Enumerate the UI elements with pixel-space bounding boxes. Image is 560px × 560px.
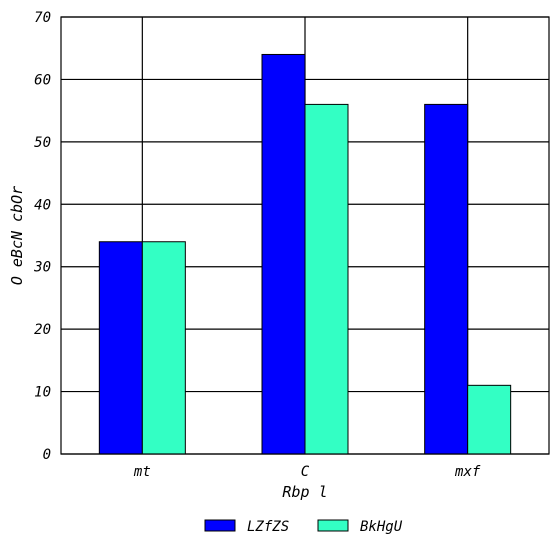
bar-LZfZS-mxf (424, 103, 469, 455)
y-tick-label: 50 (34, 135, 51, 151)
bar-BkHgU-mxf (467, 384, 512, 455)
y-tick-label: 40 (34, 197, 51, 213)
bar-layer (98, 53, 512, 455)
bar-BkHgU-C (304, 103, 349, 455)
plot-frame (60, 16, 550, 455)
x-tick-label: mt (133, 464, 151, 480)
y-tick-label: 10 (34, 385, 51, 401)
bar-LZfZS-C (261, 53, 306, 455)
y-tick-label: 0 (43, 447, 51, 463)
legend-swatch-BkHgU (317, 519, 349, 532)
legend-swatch-LZfZS (204, 519, 236, 532)
legend-label-BkHgU: BkHgU (360, 519, 403, 535)
y-tick-label: 30 (33, 260, 51, 276)
bar-BkHgU-mt (141, 241, 186, 455)
legend: LZfZS BkHgU (204, 519, 403, 535)
y-tick-label: 20 (34, 322, 51, 338)
y-tick-labels: 0 10 20 30 40 50 60 70 (33, 10, 51, 463)
bar-LZfZS-mt (98, 241, 143, 455)
y-tick-label: 70 (34, 10, 51, 26)
legend-label-LZfZS: LZfZS (247, 519, 289, 535)
y-tick-label: 60 (34, 72, 51, 88)
x-tick-label: C (301, 464, 310, 480)
x-tick-label: mxf (454, 464, 481, 480)
y-axis-title: O eBcN cbOr (8, 186, 26, 285)
x-axis-title: Rbp l (282, 483, 327, 501)
